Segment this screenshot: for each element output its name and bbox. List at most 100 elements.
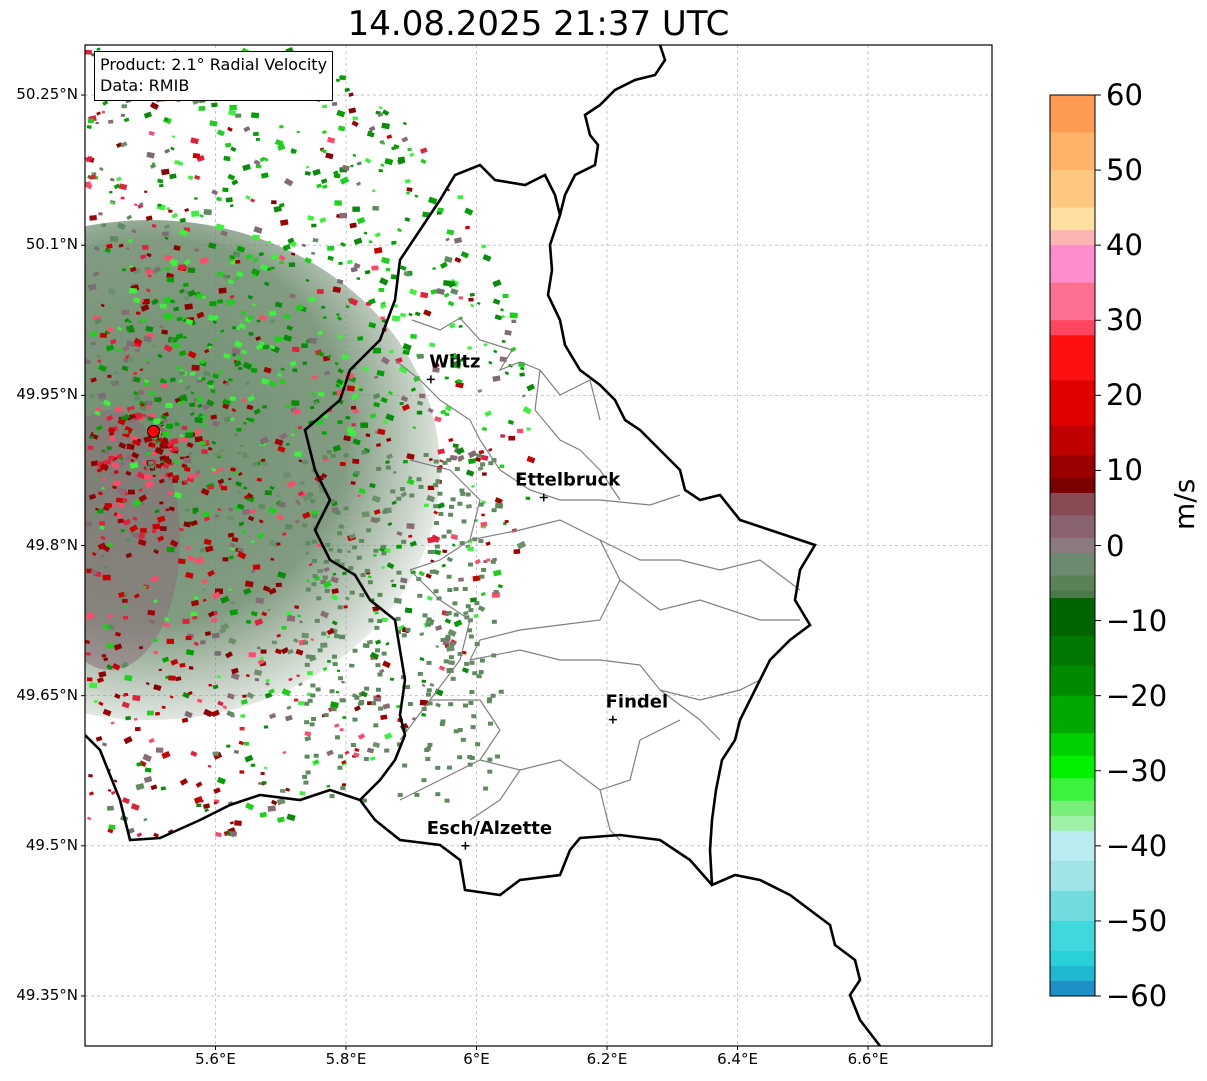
echo-pixel (245, 674, 250, 678)
colorbar-tick-label: 0 (1106, 528, 1125, 563)
echo-pixel (433, 362, 440, 369)
echo-pixel (317, 648, 323, 653)
echo-pixel (152, 523, 161, 530)
echo-pixel (450, 288, 459, 295)
echo-pixel (353, 237, 363, 246)
colorbar-band (1050, 980, 1095, 997)
echo-pixel (92, 512, 99, 517)
colorbar-band (1050, 282, 1095, 321)
echo-pixel (441, 563, 447, 568)
echo-pixel (133, 412, 143, 421)
echo-pixel (311, 251, 316, 256)
echo-pixel (320, 305, 326, 310)
echo-pixel (260, 458, 266, 463)
echo-pixel (208, 345, 212, 349)
echo-pixel (245, 802, 255, 811)
echo-pixel (381, 617, 388, 622)
echo-pixel (153, 548, 160, 555)
echo-pixel (426, 688, 432, 693)
echo-pixel (418, 570, 425, 577)
echo-pixel (115, 497, 123, 503)
echo-pixel (320, 178, 328, 185)
echo-pixel (192, 152, 201, 159)
echo-pixel (137, 518, 143, 523)
echo-pixel (130, 803, 140, 811)
echo-pixel (157, 203, 162, 207)
echo-pixel (373, 509, 381, 515)
echo-pixel (387, 521, 393, 527)
echo-pixel (304, 257, 312, 264)
echo-pixel (229, 396, 237, 402)
echo-pixel (288, 262, 296, 268)
echo-pixel (236, 427, 242, 432)
echo-pixel (354, 748, 360, 752)
echo-pixel (396, 630, 402, 635)
lon-tick-label: 6.4°E (717, 1050, 758, 1068)
echo-pixel (437, 491, 443, 496)
echo-pixel (474, 457, 482, 462)
echo-pixel (235, 480, 243, 487)
echo-pixel (150, 784, 158, 791)
echo-pixel (250, 509, 256, 514)
echo-pixel (268, 310, 277, 317)
echo-pixel (344, 596, 350, 601)
echo-pixel (122, 345, 130, 352)
echo-pixel (337, 531, 343, 536)
echo-pixel (261, 781, 267, 785)
echo-pixel (222, 403, 230, 410)
echo-pixel (248, 417, 255, 423)
echo-pixel (386, 453, 394, 460)
echo-pixel (308, 337, 317, 344)
echo-pixel (144, 480, 155, 489)
echo-pixel (427, 701, 433, 706)
echo-pixel (125, 324, 135, 332)
echo-pixel (210, 389, 216, 394)
echo-pixel (126, 214, 133, 221)
echo-pixel (107, 119, 114, 124)
echo-pixel (286, 615, 296, 622)
echo-pixel (332, 444, 342, 452)
echo-pixel (146, 405, 152, 410)
echo-pixel (228, 109, 237, 116)
echo-pixel (436, 468, 442, 473)
product-info-box: Product: 2.1° Radial Velocity Data: RMIB (94, 51, 334, 101)
echo-pixel (223, 352, 231, 359)
echo-pixel (144, 379, 150, 384)
echo-pixel (214, 337, 219, 341)
echo-pixel (338, 261, 343, 266)
echo-pixel (153, 599, 158, 604)
echo-pixel (178, 379, 183, 384)
echo-pixel (468, 458, 476, 464)
echo-pixel (199, 546, 207, 554)
echo-pixel (317, 330, 324, 336)
echo-pixel (268, 712, 277, 720)
echo-pixel (88, 393, 95, 399)
lon-tick-label: 6.6°E (847, 1050, 889, 1068)
echo-pixel (329, 701, 339, 709)
echo-pixel (179, 778, 189, 786)
lon-tick-label: 5.6°E (195, 1050, 236, 1068)
echo-pixel (140, 299, 144, 303)
echo-pixel (430, 534, 441, 543)
echo-pixel (225, 651, 233, 659)
echo-pixel (384, 158, 394, 166)
echo-pixel (350, 405, 357, 410)
echo-pixel (240, 310, 246, 315)
echo-pixel (254, 618, 264, 626)
echo-pixel (414, 194, 419, 198)
echo-pixel (237, 451, 242, 455)
echo-pixel (122, 694, 127, 697)
echo-pixel (479, 574, 485, 579)
echo-pixel (334, 735, 340, 740)
echo-pixel (180, 437, 187, 442)
echo-pixel (159, 455, 167, 461)
echo-pixel (302, 774, 308, 779)
echo-pixel (154, 397, 162, 403)
echo-pixel (203, 708, 213, 718)
echo-pixel (516, 540, 527, 550)
echo-pixel (270, 266, 275, 270)
colorbar-band (1050, 515, 1095, 539)
echo-pixel (94, 410, 101, 416)
echo-pixel (491, 619, 497, 624)
echo-pixel (446, 556, 454, 563)
